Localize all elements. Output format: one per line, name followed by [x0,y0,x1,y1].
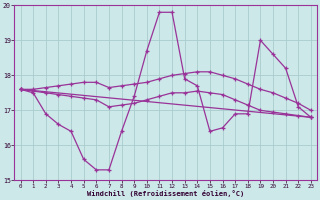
X-axis label: Windchill (Refroidissement éolien,°C): Windchill (Refroidissement éolien,°C) [87,190,244,197]
